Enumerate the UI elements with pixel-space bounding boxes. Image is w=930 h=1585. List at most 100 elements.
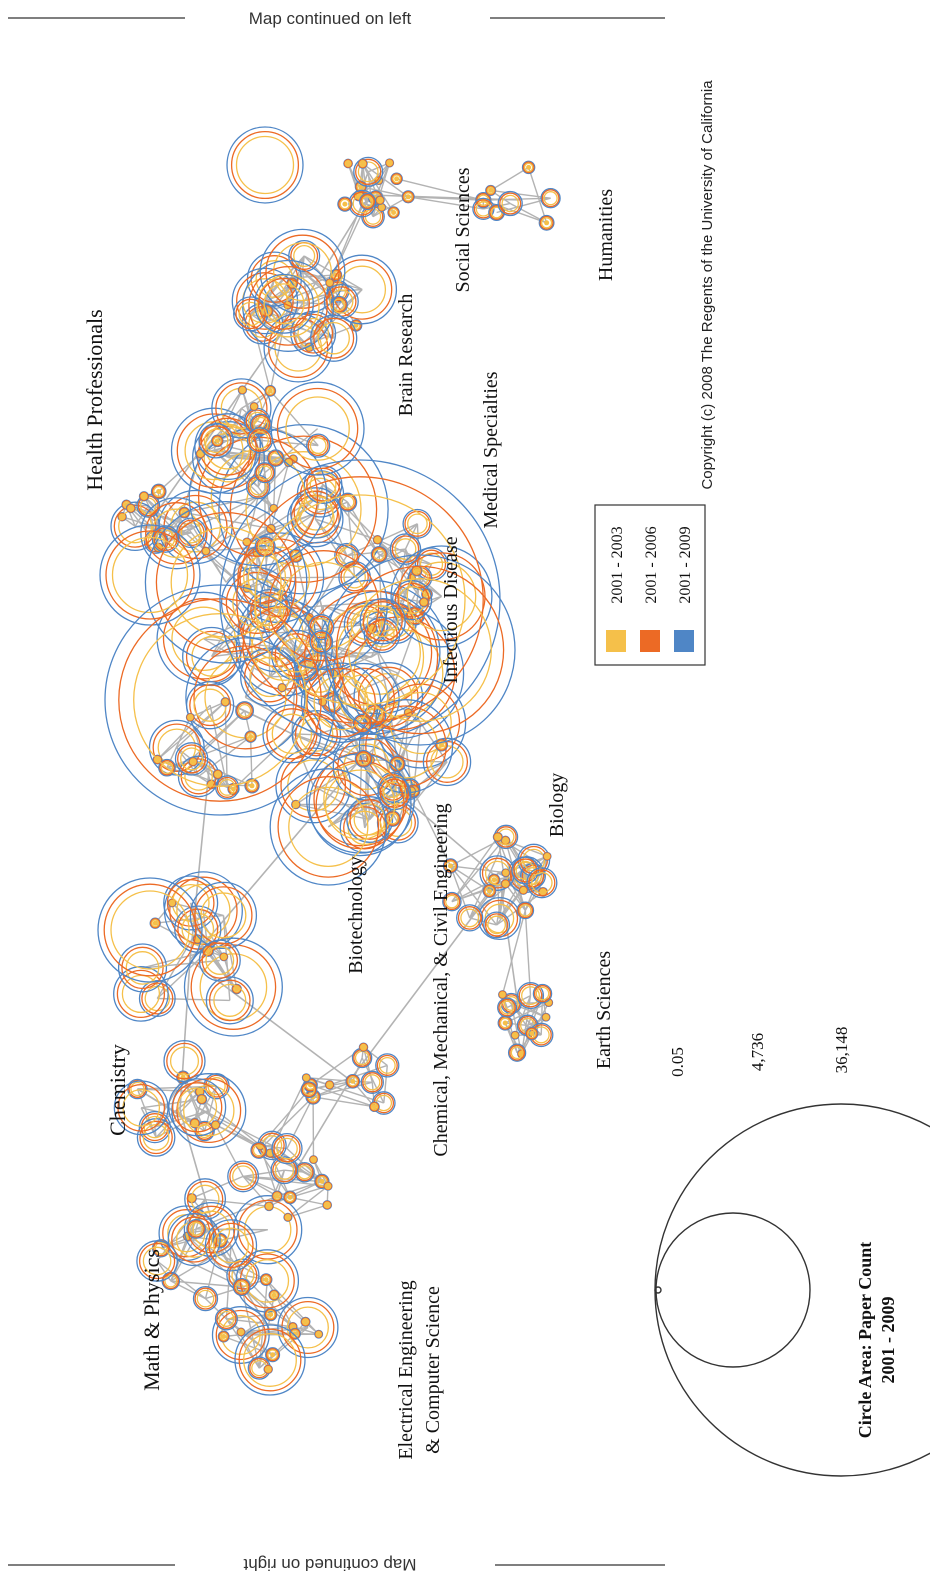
node-ring	[268, 450, 284, 466]
node-ring	[300, 1081, 318, 1099]
node-ring	[494, 833, 502, 841]
node-ring	[205, 946, 235, 975]
node-ring	[186, 1219, 206, 1239]
node-ring	[394, 538, 417, 561]
network-edge	[323, 605, 383, 622]
node-halo	[133, 613, 307, 787]
node-ring	[442, 891, 462, 912]
network-edge	[312, 301, 342, 335]
node-ring	[526, 867, 558, 899]
label-electrical-engineering: Electrical Engineering	[395, 1280, 417, 1459]
node-ring	[419, 597, 429, 607]
node-ring	[116, 969, 166, 1019]
node-ring	[233, 1279, 250, 1295]
node-ring	[310, 1156, 317, 1163]
node-ring	[519, 904, 532, 917]
node-ring	[237, 1328, 245, 1336]
node-ring	[385, 158, 394, 167]
node-ring	[391, 758, 404, 770]
node-dot	[394, 176, 400, 182]
node-ring	[238, 301, 263, 327]
node-ring	[323, 1182, 333, 1191]
node-ring	[185, 637, 306, 758]
network-edge	[246, 496, 259, 543]
node-ring	[353, 156, 384, 187]
network-edge	[377, 539, 442, 597]
node-ring	[359, 598, 406, 645]
network-edge	[321, 641, 372, 658]
node-ring	[500, 1000, 515, 1015]
node-ring	[532, 983, 553, 1004]
node-ring	[369, 1101, 380, 1112]
node-ring	[117, 943, 168, 993]
node-ring	[176, 1078, 242, 1144]
node-ring	[196, 1093, 208, 1105]
node-ring	[216, 776, 238, 798]
node-halo	[226, 126, 304, 204]
node-ring	[543, 191, 558, 206]
node-ring	[153, 485, 165, 498]
node-ring	[355, 751, 372, 767]
node-ring	[288, 239, 321, 273]
network-edge	[189, 759, 211, 961]
node-ring	[236, 702, 253, 719]
node-ring	[174, 742, 209, 776]
node-dot	[141, 493, 147, 499]
node-dot	[350, 1078, 356, 1084]
node-ring	[197, 450, 204, 458]
node-ring	[327, 254, 398, 325]
network-edge	[412, 790, 452, 867]
node-ring	[246, 780, 258, 792]
node-ring	[483, 884, 496, 898]
network-edge	[501, 910, 526, 995]
node-ring	[267, 1349, 278, 1361]
label-chemical-mechanical-civil: Chemical, Mechanical, & Civil Engineerin…	[430, 803, 452, 1156]
node-ring	[180, 747, 204, 771]
node-ring	[179, 507, 190, 518]
network-edge	[451, 836, 507, 903]
node-ring	[248, 266, 328, 346]
node-ring	[323, 283, 359, 320]
node-ring	[488, 873, 501, 886]
node-dot	[266, 1203, 272, 1209]
node-ring	[189, 684, 232, 727]
node-ring	[324, 769, 396, 840]
node-ring	[190, 1118, 200, 1128]
node-ring	[237, 703, 252, 718]
node-ring	[386, 159, 393, 167]
node-ring	[531, 872, 553, 894]
node-dot	[303, 1075, 309, 1081]
node-dot	[279, 685, 285, 691]
node-ring	[403, 192, 413, 202]
network-edge	[347, 502, 356, 578]
node-ring	[118, 513, 126, 521]
node-dot	[503, 881, 508, 887]
node-ring	[497, 997, 518, 1018]
node-ring	[262, 306, 272, 316]
node-ring	[254, 462, 276, 484]
node-ring	[527, 1028, 537, 1039]
network-edge	[269, 1152, 291, 1198]
node-ring	[499, 991, 506, 998]
node-ring	[484, 913, 509, 937]
node-ring	[197, 1095, 206, 1104]
node-ring	[248, 428, 272, 452]
legend-swatch-mid	[640, 630, 660, 652]
node-ring	[196, 1289, 215, 1308]
node-dot	[327, 1082, 333, 1088]
node-ring	[176, 883, 231, 938]
node-ring	[472, 197, 495, 221]
network-edge	[216, 389, 244, 442]
node-dot	[529, 1031, 535, 1036]
node-ring	[376, 196, 384, 204]
node-ring	[311, 631, 332, 653]
label-humanities: Humanities	[595, 189, 617, 281]
network-edge	[273, 1294, 320, 1335]
node-ring	[339, 198, 351, 210]
size-circle-large	[654, 1103, 930, 1477]
network-edge	[490, 166, 529, 191]
node-ring	[211, 435, 223, 447]
network-edge	[383, 1065, 388, 1104]
node-dot	[263, 1277, 269, 1283]
legend-box	[594, 504, 706, 666]
